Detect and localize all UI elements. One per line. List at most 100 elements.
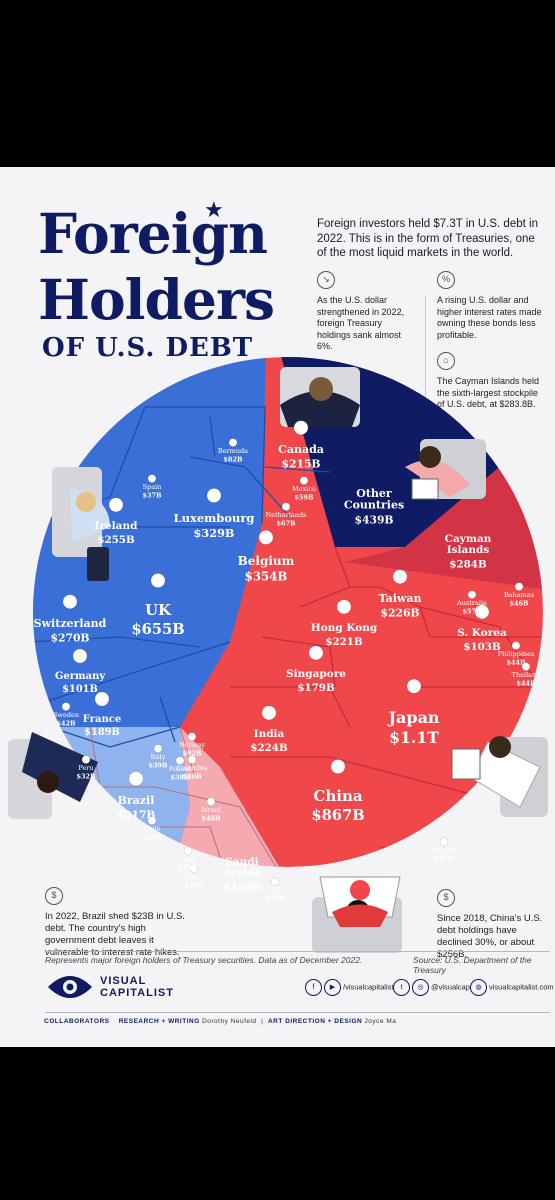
research-label: RESEARCH + WRITING [118,1018,200,1025]
india-value-label: $224B [250,742,288,754]
taiwan-name-label: Taiwan [378,592,421,605]
germany-flag-icon [72,648,88,664]
japan-name-line: Japan [386,708,439,727]
luxembourg-value-label: $329B [194,526,235,540]
vietnam-flag-icon [439,837,449,846]
debt-chart: UK $655B Belgium$354B Luxembourg$329B Switze… [8,357,548,953]
art-label: ART DIRECTION + DESIGN [267,1018,363,1025]
belgium-flag-icon [258,530,274,545]
pink-borders [89,726,301,867]
colombia-name-line: Colombia [176,764,207,772]
iraq-name-line: Iraq [181,855,195,863]
taiwan-flag-icon [392,569,408,585]
italy-flag-icon [153,744,163,753]
twitter-icon: t [393,979,410,996]
money-icon: $ [45,887,63,905]
luxembourg-name-line: Luxembourg [174,511,255,525]
person-bottom-illustration [312,876,402,953]
note-dollar: As the U.S. dollar strengthened in 2022,… [317,295,405,351]
philippines-name-line: Philippines [498,650,535,658]
other-countries-name-label: Other Countries [344,487,404,512]
iraq-value-label: $41B [178,863,198,871]
bermuda-name-label: Bermuda [218,447,248,455]
spain-name-label: Spain [143,483,162,491]
canada-value-label: $215B [281,457,320,470]
poland-flag-icon [175,756,185,765]
ireland-value-label: $255B [97,534,135,546]
cayman-islands-name-label: Cayman Islands [445,533,492,556]
mexico-name-label: Mexico [292,485,316,493]
netherlands-name-label: Netherlands [266,511,307,519]
australia-value-label: $57B [462,607,482,615]
sweden-flag-icon [61,702,71,711]
vietnam-name-label: Vietnam [429,846,457,854]
uk-flag-icon [150,573,166,588]
norway-name-label: Norway [179,741,205,749]
brazil-value-label: $217B [116,808,155,821]
saudi-arabia-value-label: $120B [223,882,261,894]
netherlands-flag-icon [281,502,291,511]
saudi-arabia-name-label: Saudi Arabia [222,856,262,879]
cayman-islands-name-line: Islands [447,544,490,556]
luxembourg-name-label: Luxembourg [174,511,255,525]
bahamas-name-label: Bahamas [504,591,534,599]
china-name-line: China [313,787,362,805]
cayman-islands-name-line: Cayman [445,533,492,545]
uae-name-label: UAE [268,886,283,894]
note-china: Since 2018, China's U.S. debt holdings h… [437,913,543,960]
philippines-name-label: Philippines [498,650,535,658]
social-3-label: visualcapitalist.com [489,982,554,992]
note-cayman: The Cayman Islands held the sixth-larges… [437,376,540,409]
switzerland-name-label: Switzerland [34,617,107,630]
hong-kong-value-label: $221B [325,636,363,648]
brazil-name-label: Brazil [118,794,155,807]
japan-flag-icon [406,678,422,694]
bermuda-flag-icon [228,438,238,447]
japan-name-label: Japan [386,708,439,727]
social-link-twitter-instagram[interactable]: t ◎ @visualcap [393,979,470,996]
sweden-value-label: $42B [56,719,76,727]
youtube-icon: ▶ [324,979,341,996]
divider [425,295,426,405]
vietnam-name-line: Vietnam [429,846,457,854]
kuwait-value-label: $49B [184,881,204,889]
infographic-card: Foreign ★ Holders OF U.S. DEBT Foreign i… [0,167,555,1047]
singapore-name-line: Singapore [286,668,346,680]
germany-name-line: Germany [55,671,107,682]
italy-name-line: Italy [151,753,166,761]
peru-name-line: Peru [78,764,93,772]
social-link-website[interactable]: ◍ visualcapitalist.com [470,979,554,996]
visual-capitalist-logo [48,976,92,998]
canada-name-line: Canada [278,443,324,456]
chile-value-label: $34B [142,833,162,841]
uae-value-label: $59B [265,894,285,902]
canada-name-label: Canada [278,443,324,456]
canada-flag-icon [293,420,309,436]
thailand-name-line: Thailand [512,671,541,679]
belgium-name-label: Belgium [238,554,295,568]
uk-name-line: UK [145,601,172,619]
instagram-icon: ◎ [412,979,429,996]
france-value-label: $189B [84,727,120,738]
person-top-illustration [280,367,360,427]
israel-name-label: Israel [202,806,221,814]
france-flag-icon [94,691,110,707]
uae-name-line: UAE [268,886,283,894]
france-name-label: France [83,714,121,725]
footer-divider-bottom [45,1012,550,1013]
collaborators-line: COLLABORATORS RESEARCH + WRITING Dorothy… [44,1018,397,1025]
peru-name-label: Peru [78,764,93,772]
belgium-value-label: $354B [245,569,288,583]
poland-value-label: $38B [170,773,190,781]
title-line-3: OF U.S. DEBT [42,333,254,363]
percent-icon: % [437,271,455,289]
social-link-facebook-youtube[interactable]: f ▶/visualcapitalist [305,979,393,996]
spain-value-label: $37B [142,491,162,499]
mexico-name-line: Mexico [292,485,316,493]
germany-value-label: $101B [62,684,98,695]
hong-kong-name-label: Hong Kong [311,622,378,634]
chart-down-icon: ↘ [317,271,335,289]
thailand-name-label: Thailand [512,671,541,679]
chart-labels: UK $655B Belgium$354B Luxembourg$329B Switze… [34,420,541,902]
brand-name: VISUAL CAPITALIST [100,975,174,999]
